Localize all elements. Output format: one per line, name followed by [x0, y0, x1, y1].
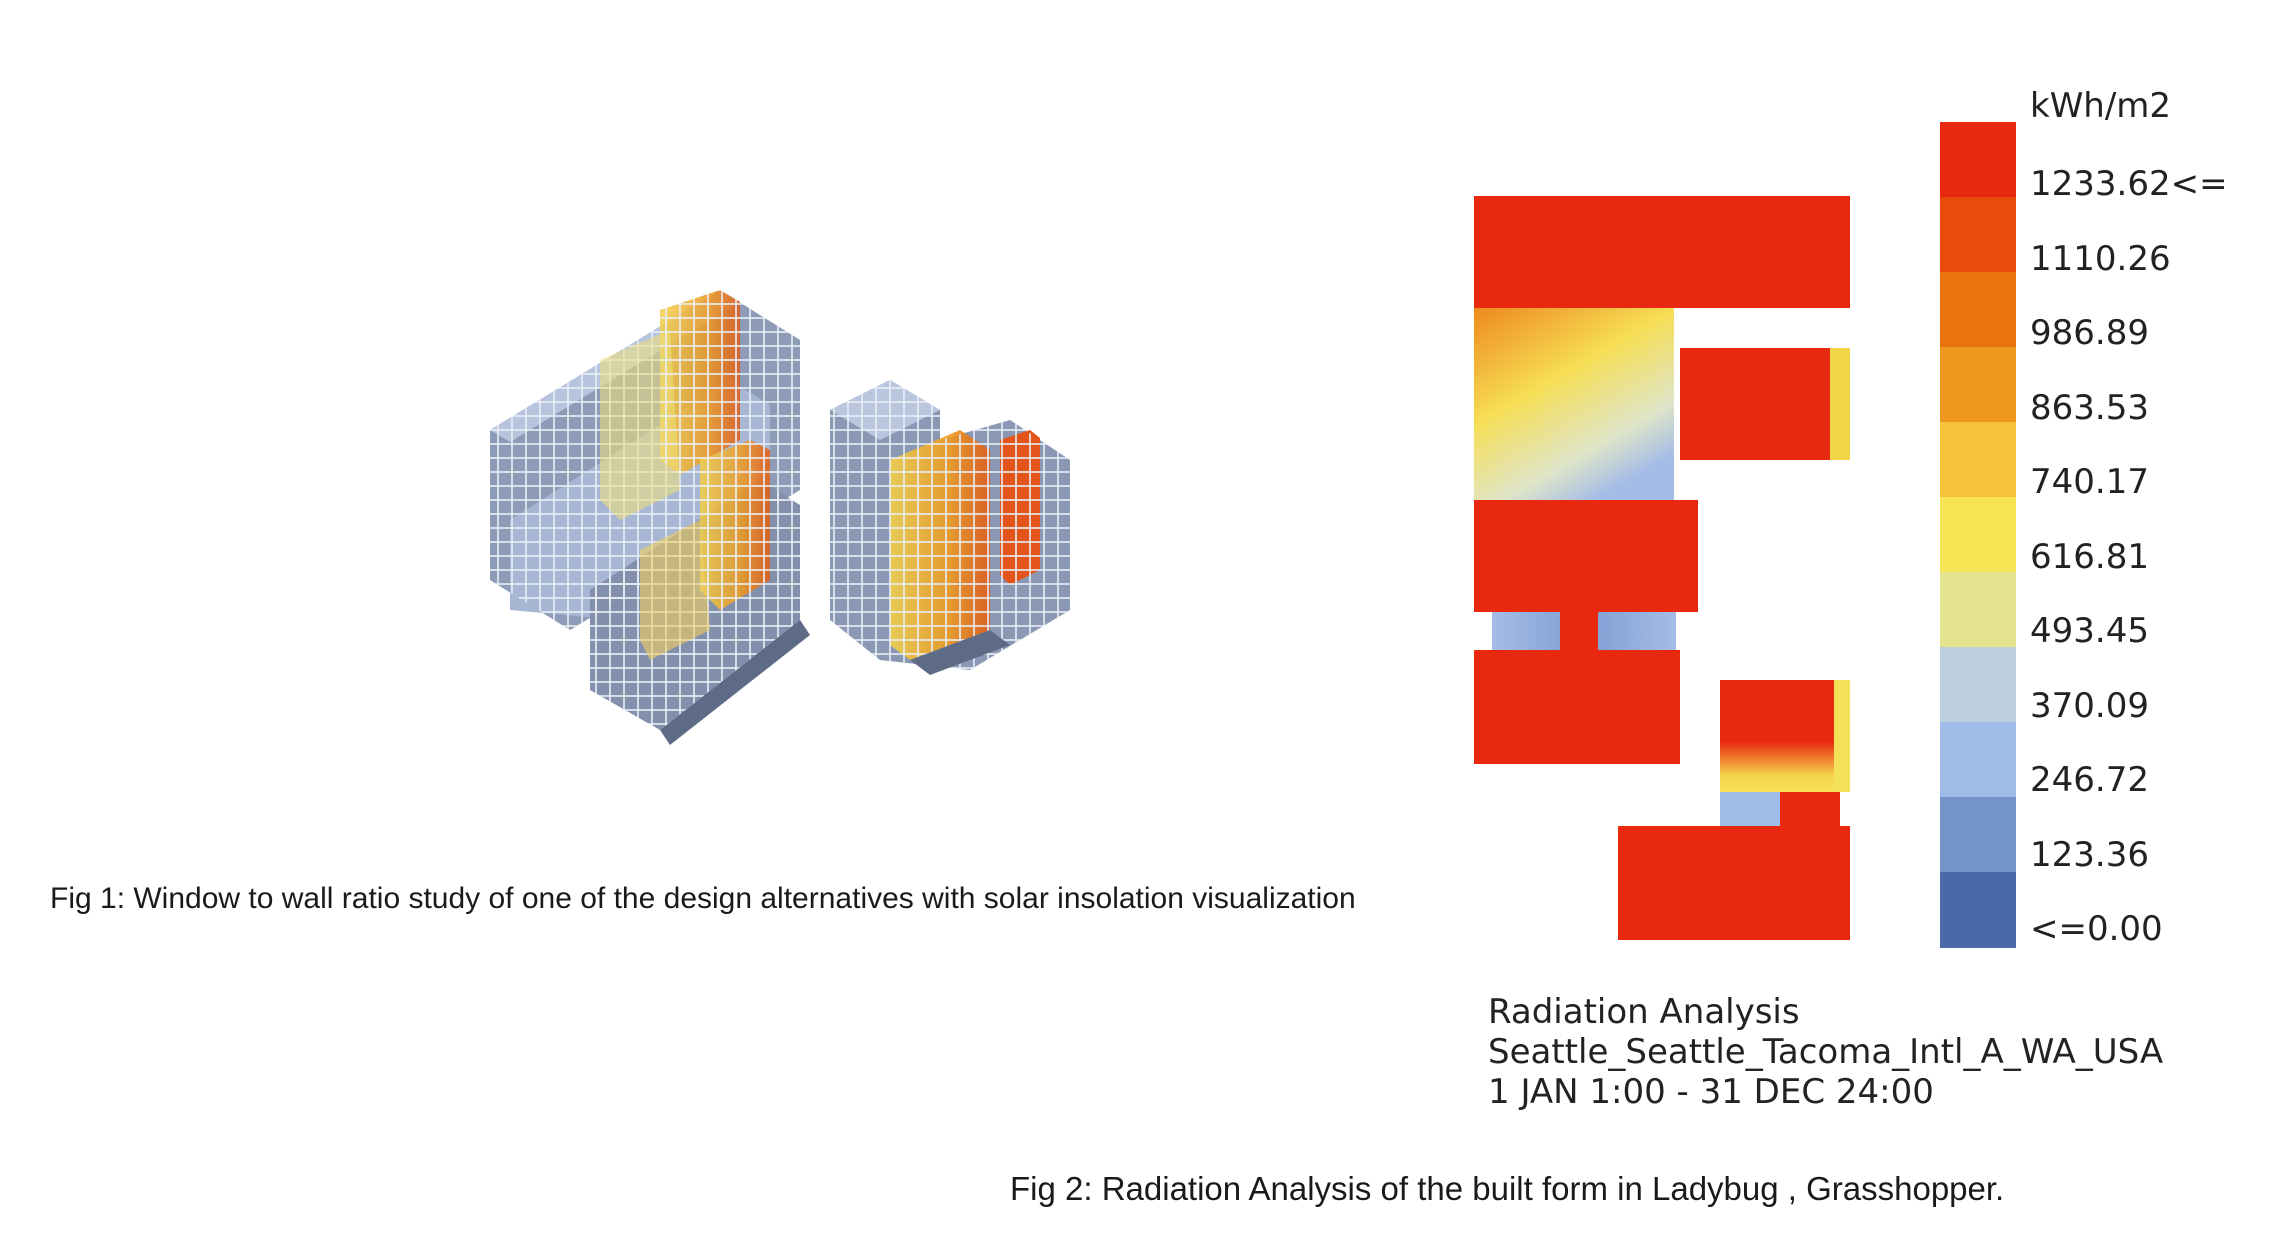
legend-swatch: [1940, 872, 2016, 948]
legend-swatch: [1940, 122, 2016, 198]
legend-swatch: [1940, 347, 2016, 423]
legend-label: 1110.26: [2030, 238, 2171, 279]
analysis-title: Radiation Analysis: [1488, 992, 1800, 1032]
legend-swatch: [1940, 572, 2016, 648]
plan-block-middle: [1474, 500, 1698, 612]
plan-link-red: [1560, 612, 1598, 650]
legend-label: 1233.62<=: [2030, 164, 2228, 204]
legend-label: 740.17: [2030, 462, 2149, 502]
legend-label: 370.09: [2030, 685, 2149, 726]
plan-block-courtyard-left: [1474, 308, 1674, 500]
left-building-mass: [490, 290, 810, 745]
plan-block-top: [1474, 196, 1850, 308]
legend-unit: kWh/m2: [2030, 86, 2172, 126]
plan-link-lower-red: [1780, 792, 1840, 826]
legend-swatch: [1940, 197, 2016, 273]
legend-label: 123.36: [2030, 834, 2149, 875]
plan-strip-lower-right: [1834, 680, 1850, 792]
plan-strip-right-upper: [1830, 348, 1850, 460]
plan-block-bottom: [1618, 826, 1850, 940]
analysis-location: Seattle_Seattle_Tacoma_Intl_A_WA_USA: [1488, 1032, 2164, 1072]
plan-block-lower-left: [1474, 650, 1680, 764]
legend-swatch: [1940, 497, 2016, 573]
color-legend-bar: [1940, 122, 2016, 948]
massing-model-image: [490, 290, 1070, 745]
plan-block-right-upper: [1680, 348, 1840, 460]
legend-swatch: [1940, 722, 2016, 798]
legend-label: 493.45: [2030, 611, 2149, 651]
plan-link-lower: [1720, 792, 1780, 826]
figure-2-caption: Fig 2: Radiation Analysis of the built f…: [1010, 1170, 2005, 1207]
analysis-period: 1 JAN 1:00 - 31 DEC 24:00: [1488, 1072, 1934, 1112]
right-building-mass: [830, 380, 1070, 675]
legend-swatch: [1940, 422, 2016, 498]
legend-label: 246.72: [2030, 760, 2149, 800]
legend-swatch: [1940, 272, 2016, 348]
radiation-plan-map: [1474, 196, 1850, 940]
legend-swatch: [1940, 797, 2016, 873]
legend-label: 986.89: [2030, 313, 2149, 353]
figure-1-caption: Fig 1: Window to wall ratio study of one…: [50, 882, 1356, 915]
legend-swatch: [1940, 647, 2016, 723]
plan-block-lower-right: [1720, 680, 1834, 792]
legend-label: 616.81: [2030, 536, 2149, 577]
legend-label: 863.53: [2030, 387, 2149, 428]
legend-label: <=0.00: [2030, 909, 2163, 949]
